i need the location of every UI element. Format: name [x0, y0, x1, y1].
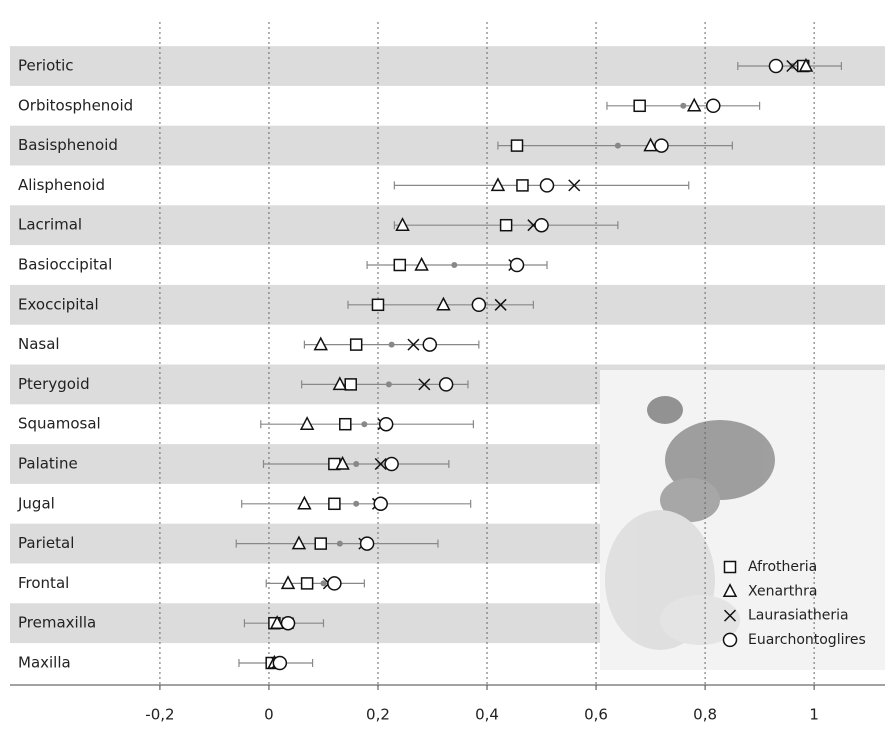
- row-label: Jugal: [17, 494, 55, 512]
- data-point: [510, 139, 524, 152]
- mean-dot: [385, 381, 392, 388]
- row-label: Palatine: [18, 455, 78, 473]
- data-point: [786, 59, 799, 73]
- mean-dot: [353, 500, 360, 507]
- data-point: [374, 457, 387, 471]
- row-label: Premaxilla: [18, 614, 96, 632]
- x-tick-label: 1: [809, 706, 819, 724]
- data-point: [422, 337, 438, 352]
- legend-marker: [722, 583, 738, 598]
- data-point: [339, 417, 352, 431]
- data-point: [327, 576, 342, 591]
- mean-dot: [320, 580, 327, 587]
- row-band: [10, 125, 885, 166]
- data-point: [516, 179, 529, 192]
- data-point: [393, 258, 407, 272]
- data-point: [314, 537, 327, 550]
- mean-dot: [388, 341, 395, 348]
- data-point: [359, 536, 375, 551]
- row-label: Nasal: [18, 335, 60, 353]
- legend-label: Xenarthra: [748, 583, 817, 599]
- mean-dot: [336, 540, 343, 547]
- row-label: Maxilla: [18, 654, 71, 672]
- data-point: [300, 577, 314, 590]
- data-point: [299, 416, 315, 430]
- row-label: Frontal: [18, 574, 69, 592]
- error-bar: [265, 579, 365, 588]
- data-point: [706, 98, 721, 114]
- data-point: [313, 336, 328, 351]
- row-label: Alisphenoid: [18, 176, 105, 194]
- data-point: [280, 615, 296, 631]
- row-label: Parietal: [18, 534, 74, 552]
- x-tick-label: 0,4: [475, 706, 499, 724]
- mean-dot: [361, 421, 368, 428]
- data-point: [269, 615, 285, 629]
- data-point: [332, 376, 348, 391]
- skull-illustration: [605, 396, 775, 650]
- data-point: [654, 138, 669, 153]
- plot-area: Periotic Orbitosphenoid Basisphenoid Alisph…: [17, 57, 842, 672]
- data-point: [371, 298, 385, 312]
- mean-dot: [353, 461, 360, 467]
- data-point: [335, 455, 350, 470]
- data-point: [378, 416, 394, 432]
- legend-marker: [723, 609, 737, 622]
- data-point: [568, 179, 581, 192]
- mean-dot: [680, 102, 687, 109]
- data-point: [509, 257, 525, 273]
- row-label: Periotic: [18, 57, 74, 75]
- data-point: [280, 575, 296, 590]
- grid: -0,2 0 0,2 0,4 0,6 0,8 1: [145, 22, 819, 724]
- data-point: [349, 338, 363, 351]
- data-point: [686, 97, 702, 112]
- data-point: [633, 99, 646, 113]
- x-tick-label: 0,2: [366, 706, 390, 724]
- data-point: [499, 218, 513, 232]
- row-label: Exoccipital: [18, 295, 99, 313]
- data-point: [328, 497, 341, 511]
- legend-label: Euarchontoglires: [748, 632, 866, 648]
- data-point: [494, 298, 507, 311]
- data-point: [414, 256, 429, 271]
- data-point: [407, 338, 420, 351]
- data-point: [344, 378, 357, 391]
- legend-label: Laurasiatheria: [748, 608, 849, 624]
- x-tick-label: 0,6: [584, 706, 608, 724]
- x-tick-label: -0,2: [145, 706, 174, 724]
- x-tick-label: 0,8: [693, 706, 717, 724]
- data-point: [297, 495, 312, 510]
- data-point: [768, 58, 784, 74]
- data-point: [436, 296, 451, 311]
- row-label: Basisphenoid: [18, 136, 118, 154]
- data-point: [384, 456, 399, 472]
- data-point: [798, 57, 814, 72]
- data-point: [395, 217, 410, 231]
- row-label: Squamosal: [18, 415, 101, 433]
- data-point: [291, 535, 307, 550]
- row-label: Basioccipital: [18, 256, 112, 274]
- data-point: [490, 177, 506, 192]
- data-point: [373, 496, 388, 512]
- data-point: [643, 137, 658, 152]
- x-tick-label: 0: [264, 706, 274, 724]
- row-label: Orbitosphenoid: [18, 96, 133, 114]
- mean-dot: [614, 142, 621, 149]
- mean-dot: [451, 262, 458, 268]
- legend: Afrotheria Xenarthra Laurasiatheria Euarcho…: [722, 559, 866, 648]
- data-point: [534, 217, 549, 233]
- data-point: [438, 377, 454, 392]
- data-point: [272, 655, 288, 671]
- data-point: [471, 297, 487, 313]
- data-point: [418, 378, 431, 391]
- legend-marker: [723, 560, 737, 574]
- legend-label: Afrotheria: [748, 559, 817, 575]
- legend-marker: [722, 632, 738, 648]
- row-label: Pterygoid: [18, 375, 90, 393]
- data-point: [539, 178, 555, 193]
- row-label: Lacrimal: [18, 216, 82, 234]
